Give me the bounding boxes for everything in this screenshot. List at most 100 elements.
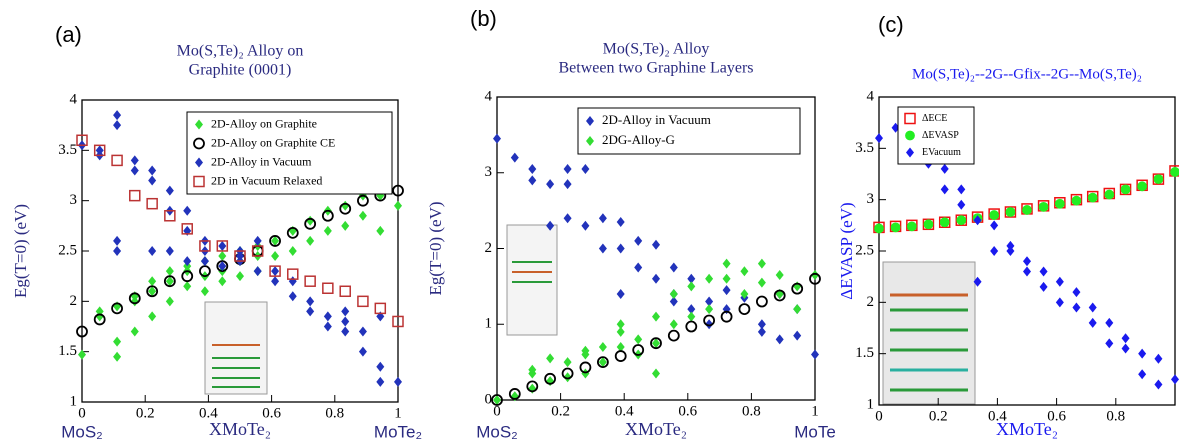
marker-circle <box>1006 208 1014 216</box>
marker-diamond <box>776 334 784 344</box>
marker-circle <box>875 224 883 232</box>
marker-diamond <box>148 165 156 175</box>
marker-circle <box>1122 185 1130 193</box>
legend-label: ΔECE <box>922 113 947 124</box>
y-tick-label: 3 <box>867 191 875 207</box>
marker-diamond <box>341 221 349 231</box>
marker-circle <box>1040 203 1048 211</box>
marker-diamond <box>1122 344 1130 354</box>
marker-diamond <box>1122 333 1130 343</box>
y-axis-label: Eg(T=0) (eV) <box>11 204 30 298</box>
y-tick-label: 3.5 <box>58 142 77 158</box>
marker-diamond <box>705 304 713 314</box>
marker-diamond <box>148 276 156 286</box>
marker-diamond <box>341 306 349 316</box>
marker-diamond <box>564 213 572 223</box>
marker-diamond <box>236 271 244 281</box>
x-tick-label: 1 <box>394 405 402 421</box>
marker-diamond <box>634 334 642 344</box>
marker-diamond <box>705 274 713 284</box>
marker-diamond <box>324 311 332 321</box>
chart-title: Mo(S,Te)₂ Alloy on <box>177 43 304 60</box>
marker-diamond <box>131 155 139 165</box>
marker-diamond <box>670 289 678 299</box>
marker-diamond <box>740 266 748 276</box>
marker-diamond <box>218 251 226 261</box>
marker-diamond <box>201 256 209 266</box>
marker-diamond <box>289 291 297 301</box>
marker-diamond <box>723 285 731 295</box>
marker-diamond <box>166 246 174 256</box>
marker-diamond <box>617 217 625 227</box>
x-tick-label: 0.6 <box>678 403 697 419</box>
marker-diamond <box>289 246 297 256</box>
marker-diamond <box>218 241 226 251</box>
x-tick-label: 0.2 <box>136 405 155 421</box>
marker-circle <box>924 220 932 228</box>
marker-diamond <box>564 179 572 189</box>
marker-circle <box>941 218 949 226</box>
marker-diamond <box>493 134 501 144</box>
y-tick-label: 4 <box>70 91 78 107</box>
marker-diamond <box>113 337 121 347</box>
marker-circle <box>1072 197 1080 205</box>
marker-diamond <box>1154 379 1162 389</box>
legend-label: 2D in Vacuum Relaxed <box>211 173 322 187</box>
marker-diamond <box>599 213 607 223</box>
x-tick-label: 0.8 <box>742 403 761 419</box>
marker-diamond <box>793 331 801 341</box>
marker-diamond <box>617 319 625 329</box>
marker-diamond <box>271 266 279 276</box>
inset-b <box>507 225 557 335</box>
panel-label: (b) <box>470 6 497 31</box>
marker-diamond <box>289 276 297 286</box>
marker-circle <box>1105 191 1113 199</box>
marker-diamond <box>687 281 695 291</box>
legend-label: 2D-Alloy on Graphite <box>211 116 317 130</box>
inset-c <box>883 262 975 404</box>
marker-circle <box>686 322 696 332</box>
legend-label: 2D-Alloy in Vacuum <box>211 154 312 168</box>
y-axis-label: Eg(T=0) (eV) <box>426 201 445 295</box>
marker-diamond <box>723 274 731 284</box>
y-tick-label: 2.5 <box>58 242 77 258</box>
marker-diamond <box>1154 354 1162 364</box>
marker-diamond <box>670 262 678 272</box>
marker-diamond <box>511 153 519 163</box>
marker-circle <box>616 351 626 361</box>
marker-diamond <box>1089 318 1097 328</box>
marker-diamond <box>528 175 536 185</box>
marker-square <box>323 283 333 293</box>
marker-diamond <box>528 164 536 174</box>
marker-diamond <box>1040 282 1048 292</box>
marker-diamond <box>723 259 731 269</box>
marker-diamond <box>811 350 819 360</box>
marker-diamond <box>634 262 642 272</box>
marker-diamond <box>1138 369 1146 379</box>
marker-diamond <box>306 296 314 306</box>
marker-diamond <box>1105 338 1113 348</box>
marker-diamond <box>148 246 156 256</box>
marker-diamond <box>166 266 174 276</box>
marker-square <box>130 191 140 201</box>
marker-diamond <box>1105 318 1113 328</box>
marker-diamond <box>166 296 174 306</box>
marker-diamond <box>148 311 156 321</box>
marker-diamond <box>617 289 625 299</box>
marker-circle <box>1056 200 1064 208</box>
y-tick-label: 3 <box>70 192 78 208</box>
marker-diamond <box>1023 267 1031 277</box>
marker-diamond <box>793 304 801 314</box>
marker-diamond <box>758 259 766 269</box>
end-label: MoTe₂ <box>374 422 422 441</box>
marker-diamond <box>113 236 121 246</box>
marker-diamond <box>183 256 191 266</box>
x-axis-label: XMoTe₂ <box>625 419 687 439</box>
marker-diamond <box>581 368 589 378</box>
marker-diamond <box>941 184 949 194</box>
marker-diamond <box>376 362 384 372</box>
marker-diamond <box>376 377 384 387</box>
marker-diamond <box>776 270 784 280</box>
marker-diamond <box>341 316 349 326</box>
marker-circle <box>957 216 965 224</box>
